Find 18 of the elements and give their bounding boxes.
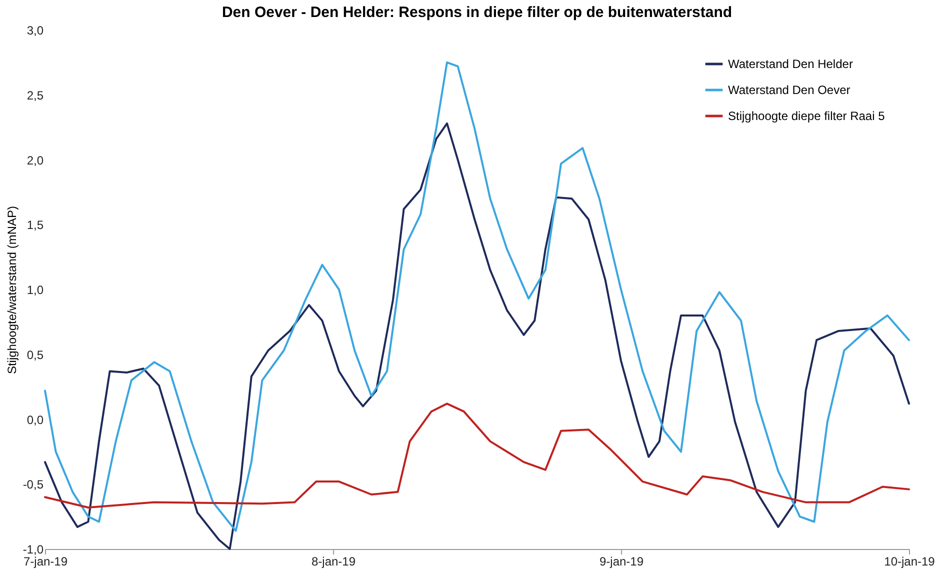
- legend-label: Waterstand Den Helder: [728, 57, 853, 71]
- legend-label: Waterstand Den Oever: [728, 83, 850, 97]
- y-tick-label: 2,5: [26, 88, 44, 102]
- y-tick-label: 1,0: [26, 283, 44, 297]
- legend-label: Stijghoogte diepe filter Raai 5: [728, 109, 886, 123]
- y-tick-label: 2,0: [26, 153, 44, 168]
- y-tick-label: 0,5: [26, 348, 44, 362]
- x-tick-label: 10-jan-19: [884, 554, 936, 568]
- chart-title: Den Oever - Den Helder: Respons in diepe filter op de buitenwaterstand: [222, 4, 732, 21]
- y-tick-label: 3,0: [26, 24, 44, 38]
- x-tick-label: 9-jan-19: [599, 554, 644, 568]
- y-axis-title: Stijghoogte/waterstand (mNAP): [4, 206, 19, 374]
- y-tick-label: 0,0: [26, 412, 44, 427]
- y-tick-label: -1,0: [22, 542, 44, 556]
- y-tick-label: 1,5: [26, 218, 44, 232]
- x-tick-label: 7-jan-19: [23, 554, 68, 568]
- y-tick-label: -0,5: [22, 478, 44, 492]
- x-tick-label: 8-jan-19: [311, 554, 356, 568]
